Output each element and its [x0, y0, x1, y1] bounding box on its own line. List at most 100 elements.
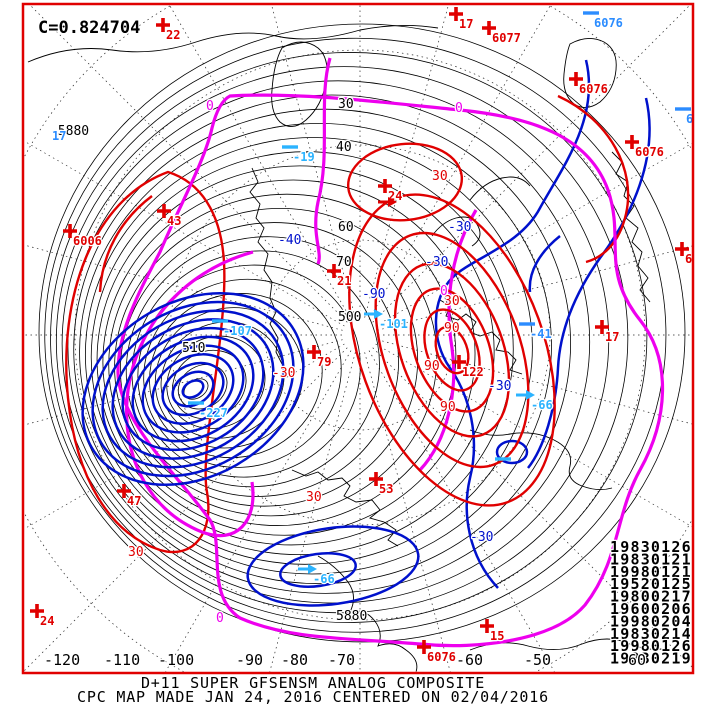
marker-plus: 6077	[482, 21, 522, 46]
longitude-label: -120	[44, 651, 80, 669]
contour-label: 30	[432, 169, 448, 184]
marker-value: -107	[223, 324, 252, 338]
graticule-meridian	[368, 350, 555, 672]
marker-minus: -227	[188, 401, 229, 421]
negative-anomaly-contour	[111, 318, 275, 460]
marker-minus: -41	[519, 322, 553, 342]
height-contour	[102, 179, 476, 536]
contour-label: 30	[128, 545, 144, 560]
longitude-label: -90	[236, 651, 263, 669]
marker-plus: 15	[480, 619, 506, 644]
marker-plus: 17	[449, 7, 475, 32]
graticule-meridian	[375, 142, 693, 327]
analog-date: 19830214	[610, 625, 692, 643]
graticule-meridian	[23, 343, 345, 530]
arrow-head-icon	[374, 309, 383, 319]
contour-label: 5880	[336, 609, 367, 624]
marker-value: 6076	[594, 16, 623, 30]
height-contour	[131, 250, 380, 488]
map-subtitle: CPC MAP MADE JAN 24, 2016 CENTERED ON 02…	[77, 688, 549, 706]
plus-icon	[480, 619, 494, 633]
graticule-meridian	[168, 4, 352, 320]
marker-value: 53	[379, 482, 393, 496]
marker-minus: -19	[282, 145, 316, 165]
analog-date: 19600206	[610, 600, 692, 618]
contour-label: 90	[424, 359, 440, 374]
positive-anomaly-contour	[348, 193, 556, 507]
marker-value: 17	[459, 17, 473, 31]
positive-anomaly-contour	[434, 325, 470, 375]
contour-label: 90	[440, 400, 456, 415]
analog-date: 19520125	[610, 575, 692, 593]
longitude-label: -100	[158, 651, 194, 669]
plus-icon	[30, 604, 44, 618]
marker-plus: 24	[30, 604, 56, 629]
contour-label: -30	[488, 379, 511, 394]
marker-value: 15	[490, 629, 504, 643]
arrow-head-icon	[388, 197, 397, 207]
marker-value: -101	[379, 317, 408, 331]
contour-label: 0	[216, 611, 224, 626]
negative-anomaly-contour	[101, 309, 285, 469]
plus-icon	[417, 640, 431, 654]
graticule-meridian	[23, 347, 348, 672]
positive-anomaly-contour	[393, 262, 511, 438]
positive-anomaly-contour	[374, 231, 530, 469]
plus-icon	[156, 18, 170, 32]
longitude-label: -60	[456, 651, 483, 669]
positive-anomaly-contour	[423, 308, 481, 392]
marker-value: 24	[40, 614, 54, 628]
longitude-label: -80	[281, 651, 308, 669]
height-contour	[73, 108, 571, 585]
contour-label: -5880	[50, 124, 89, 139]
marker-value: -227	[199, 406, 228, 420]
contour-label: 40	[336, 140, 352, 155]
marker-value: 6076	[427, 650, 456, 664]
analog-date: 19830121	[610, 550, 692, 568]
height-contour	[85, 137, 533, 565]
marker-value: 47	[127, 494, 141, 508]
marker-value: 66	[685, 252, 699, 266]
contour-label: 510	[182, 341, 205, 356]
plus-icon	[117, 484, 131, 498]
marker-plus: 122	[452, 355, 485, 380]
analog-date-list: 1983012619830121199801211952012519800217…	[609, 537, 692, 669]
contour-label: -30	[470, 530, 493, 545]
marker-plus: 66	[675, 242, 699, 267]
contour-label: 90	[444, 321, 460, 336]
marker-value: -19	[293, 150, 315, 164]
contour-label: 60	[338, 220, 354, 235]
contour-label: 0	[206, 99, 214, 114]
contour-label: -30	[272, 366, 295, 381]
marker-plus: 79	[307, 345, 333, 370]
marker-plus: 24	[378, 179, 404, 204]
negative-anomaly-contour	[121, 326, 265, 452]
contour-label: 30	[444, 294, 460, 309]
height-contour	[44, 37, 667, 633]
plus-icon	[675, 242, 689, 256]
station-markers: 22 17 6077 6076 6076 68 17 6006 43 24 21 79 122 53 47 2…	[30, 7, 699, 665]
map-title: D+11 SUPER GFSENSM ANALOG COMPOSITE	[141, 674, 485, 692]
marker-plus: 6076	[625, 135, 665, 160]
plus-icon	[625, 135, 639, 149]
plus-icon	[569, 72, 583, 86]
contour-label: 0	[455, 101, 463, 116]
longitude-axis-labels: -120 -110 -100 -90 -80 -70 -60 -50 60	[43, 650, 648, 671]
plus-icon	[452, 355, 466, 369]
contour-label: 500	[338, 310, 361, 325]
height-contour	[154, 307, 304, 449]
height-contour	[79, 123, 552, 575]
plus-icon	[378, 179, 392, 193]
marker-arrow	[378, 197, 397, 207]
longitude-label: -50	[524, 651, 551, 669]
marker-arrow: -66	[516, 390, 554, 413]
marker-value: 22	[166, 28, 180, 42]
marker-plus: 6006	[63, 224, 103, 249]
longitude-label: 60	[628, 651, 646, 669]
negative-anomaly-contour	[161, 361, 225, 417]
contour-label: -30	[448, 220, 471, 235]
height-contour	[61, 80, 610, 604]
map-frame	[21, 2, 695, 675]
plus-icon	[369, 472, 383, 486]
